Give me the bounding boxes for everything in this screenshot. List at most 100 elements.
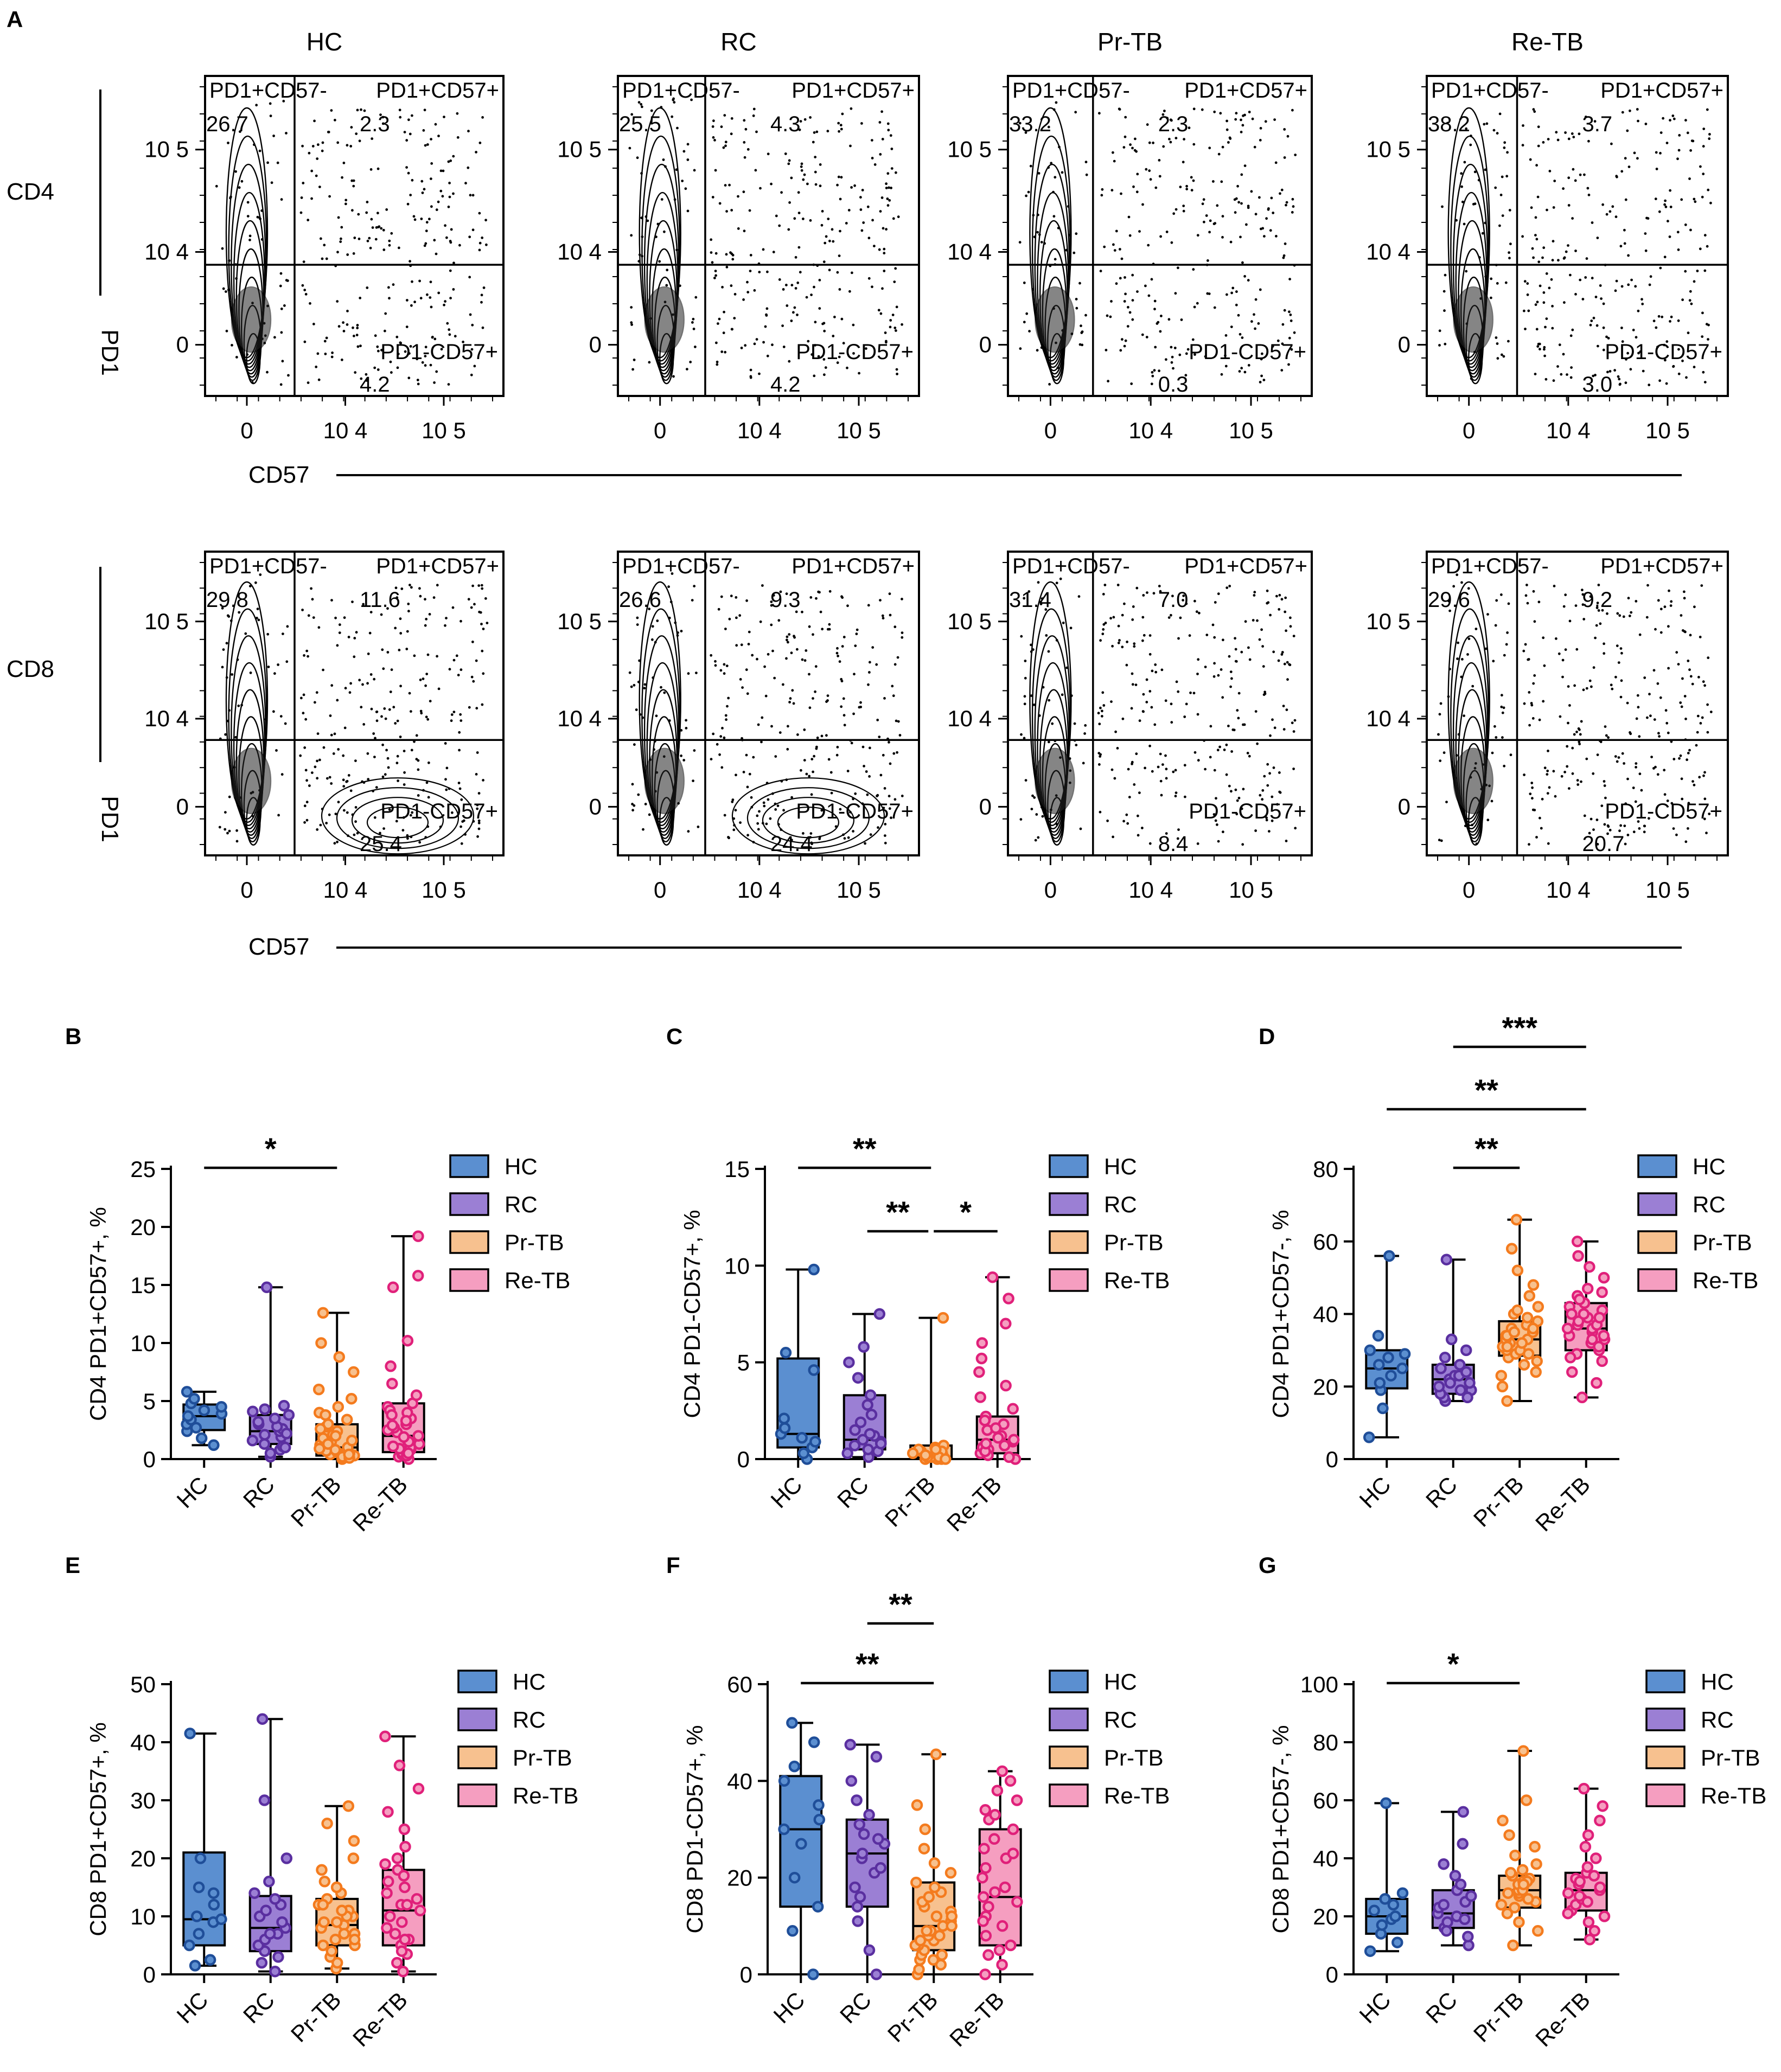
event-dot bbox=[287, 374, 290, 377]
event-dot bbox=[352, 179, 355, 182]
event-dot bbox=[1577, 727, 1580, 730]
event-dot bbox=[1239, 332, 1242, 336]
event-dot bbox=[867, 683, 870, 686]
y-tick-label: 10 4 bbox=[557, 239, 602, 265]
gate-value-bottom-right: 8.4 bbox=[1158, 832, 1189, 856]
event-dot bbox=[1099, 639, 1102, 642]
event-dot bbox=[822, 260, 826, 264]
event-dot bbox=[710, 758, 713, 760]
event-dot bbox=[1225, 119, 1229, 123]
event-dot bbox=[1259, 381, 1262, 383]
event-dot bbox=[1216, 749, 1220, 752]
x-tick-label: 10 4 bbox=[737, 418, 782, 443]
event-dot bbox=[342, 785, 346, 788]
event-dot bbox=[398, 246, 400, 250]
data-point bbox=[864, 1389, 877, 1402]
event-dot bbox=[1204, 666, 1207, 668]
event-dot bbox=[1261, 798, 1264, 801]
event-dot bbox=[1457, 641, 1460, 644]
event-dot bbox=[1272, 766, 1275, 769]
event-dot bbox=[1626, 351, 1630, 355]
data-point bbox=[314, 1442, 325, 1455]
x-axis-title-cd57-cd4: CD57 bbox=[248, 462, 310, 488]
data-point bbox=[1364, 1344, 1376, 1357]
data-point bbox=[1439, 1352, 1451, 1364]
event-dot bbox=[375, 226, 378, 229]
legend-label: HC bbox=[1701, 1669, 1734, 1694]
event-dot bbox=[800, 162, 803, 165]
event-dot bbox=[1693, 366, 1696, 369]
event-dot bbox=[1159, 235, 1163, 238]
event-dot bbox=[1545, 317, 1548, 320]
event-dot bbox=[1693, 280, 1696, 283]
event-dot bbox=[1684, 119, 1687, 122]
event-dot bbox=[308, 784, 311, 787]
event-dot bbox=[884, 834, 886, 837]
event-dot bbox=[812, 770, 814, 773]
event-dot bbox=[1201, 108, 1204, 111]
event-dot bbox=[812, 140, 815, 144]
event-dot bbox=[1442, 290, 1446, 293]
event-dot bbox=[1643, 676, 1646, 679]
event-dot bbox=[1614, 675, 1617, 679]
event-dot bbox=[390, 232, 393, 235]
data-point bbox=[343, 1448, 355, 1461]
event-dot bbox=[1684, 270, 1687, 273]
event-dot bbox=[336, 699, 339, 702]
event-dot bbox=[244, 632, 247, 635]
event-dot bbox=[1175, 680, 1178, 683]
data-point bbox=[348, 1835, 360, 1847]
legend-swatch bbox=[449, 1192, 489, 1216]
event-dot bbox=[280, 331, 283, 334]
event-dot bbox=[1689, 149, 1693, 152]
event-dot bbox=[795, 610, 798, 613]
event-dot bbox=[1084, 314, 1087, 317]
event-dot bbox=[716, 363, 719, 366]
event-dot bbox=[805, 296, 808, 299]
event-dot bbox=[452, 192, 455, 195]
event-dot bbox=[215, 184, 218, 188]
event-dot bbox=[424, 624, 427, 627]
event-dot bbox=[1282, 705, 1285, 707]
event-dot bbox=[1542, 700, 1545, 703]
event-dot bbox=[1275, 594, 1278, 598]
event-dot bbox=[1663, 343, 1666, 347]
event-dot bbox=[838, 254, 841, 257]
y-axis-title: CD8 PD1-CD57+, % bbox=[682, 1725, 707, 1934]
event-dot bbox=[1229, 670, 1233, 673]
event-dot bbox=[1562, 353, 1565, 356]
y-tick-label: 10 4 bbox=[947, 239, 992, 265]
event-dot bbox=[1081, 330, 1084, 333]
data-point bbox=[280, 1852, 293, 1864]
event-dot bbox=[1501, 175, 1504, 178]
event-dot bbox=[694, 346, 697, 348]
event-dot bbox=[782, 288, 785, 291]
event-dot bbox=[368, 236, 371, 240]
event-dot bbox=[1542, 636, 1545, 639]
event-dot bbox=[785, 592, 788, 596]
column-title: RC bbox=[720, 28, 756, 56]
event-dot bbox=[326, 777, 329, 780]
y-tick-label: 20 bbox=[130, 1846, 156, 1871]
event-dot bbox=[1460, 172, 1463, 175]
event-dot bbox=[1073, 722, 1076, 725]
event-dot bbox=[886, 172, 890, 175]
event-dot bbox=[351, 209, 354, 212]
data-point bbox=[283, 1409, 295, 1421]
event-dot bbox=[1182, 161, 1185, 164]
event-dot bbox=[366, 239, 369, 242]
data-point bbox=[276, 1916, 288, 1928]
event-dot bbox=[655, 714, 658, 718]
event-dot bbox=[1486, 818, 1490, 822]
event-dot bbox=[885, 187, 888, 189]
event-dot bbox=[1119, 248, 1121, 251]
y-tick-label: 0 bbox=[589, 794, 602, 819]
event-dot bbox=[1508, 257, 1511, 260]
event-dot bbox=[1701, 716, 1704, 719]
event-dot bbox=[304, 769, 308, 772]
event-dot bbox=[853, 673, 856, 676]
event-dot bbox=[718, 317, 721, 321]
event-dot bbox=[238, 186, 241, 189]
event-dot bbox=[1705, 832, 1708, 835]
event-dot bbox=[827, 218, 830, 220]
